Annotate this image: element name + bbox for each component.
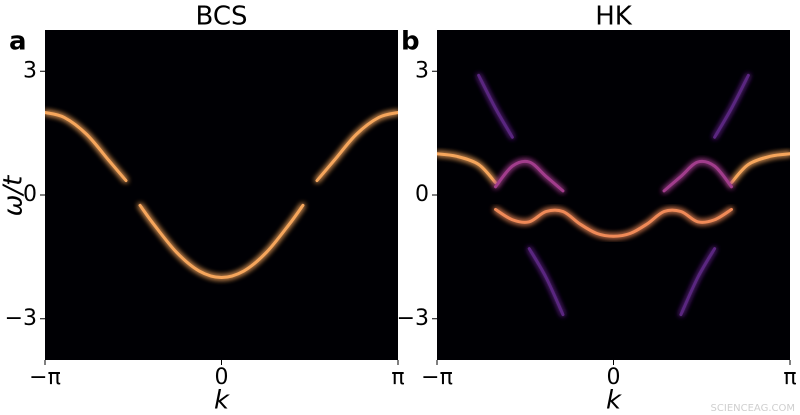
- panel-label: a: [9, 27, 27, 57]
- y-tick-label: 3: [415, 58, 429, 83]
- band-line: [494, 207, 733, 238]
- y-tick-label: −3: [397, 306, 429, 331]
- x-tick-label: 0: [607, 365, 621, 390]
- band-line: [477, 73, 750, 139]
- x-tick-label: 0: [215, 365, 229, 390]
- y-tick-label: 0: [23, 182, 37, 207]
- y-tick-label: 3: [23, 58, 37, 83]
- band-line: [437, 152, 790, 185]
- y-tick-label: 0: [415, 182, 429, 207]
- x-axis-label: k: [606, 386, 622, 415]
- x-tick-label: π: [783, 365, 796, 390]
- band-line: [138, 203, 305, 280]
- band-line: [527, 247, 717, 317]
- chart-title: BCS: [195, 2, 247, 32]
- y-tick-label: −3: [5, 306, 37, 331]
- panel-label: b: [401, 27, 420, 57]
- x-tick-label: π: [391, 365, 404, 390]
- watermark: SCIENCEAG.COM: [711, 403, 795, 414]
- plot-area: [437, 30, 790, 360]
- band-line: [45, 111, 398, 183]
- x-axis-label: k: [214, 386, 230, 415]
- band-line: [494, 159, 733, 193]
- x-tick-label: −π: [29, 365, 61, 390]
- plot-area: [45, 30, 398, 360]
- x-tick-label: −π: [421, 365, 453, 390]
- chart-title: HK: [595, 2, 633, 32]
- y-axis-label: ω/t: [0, 175, 29, 217]
